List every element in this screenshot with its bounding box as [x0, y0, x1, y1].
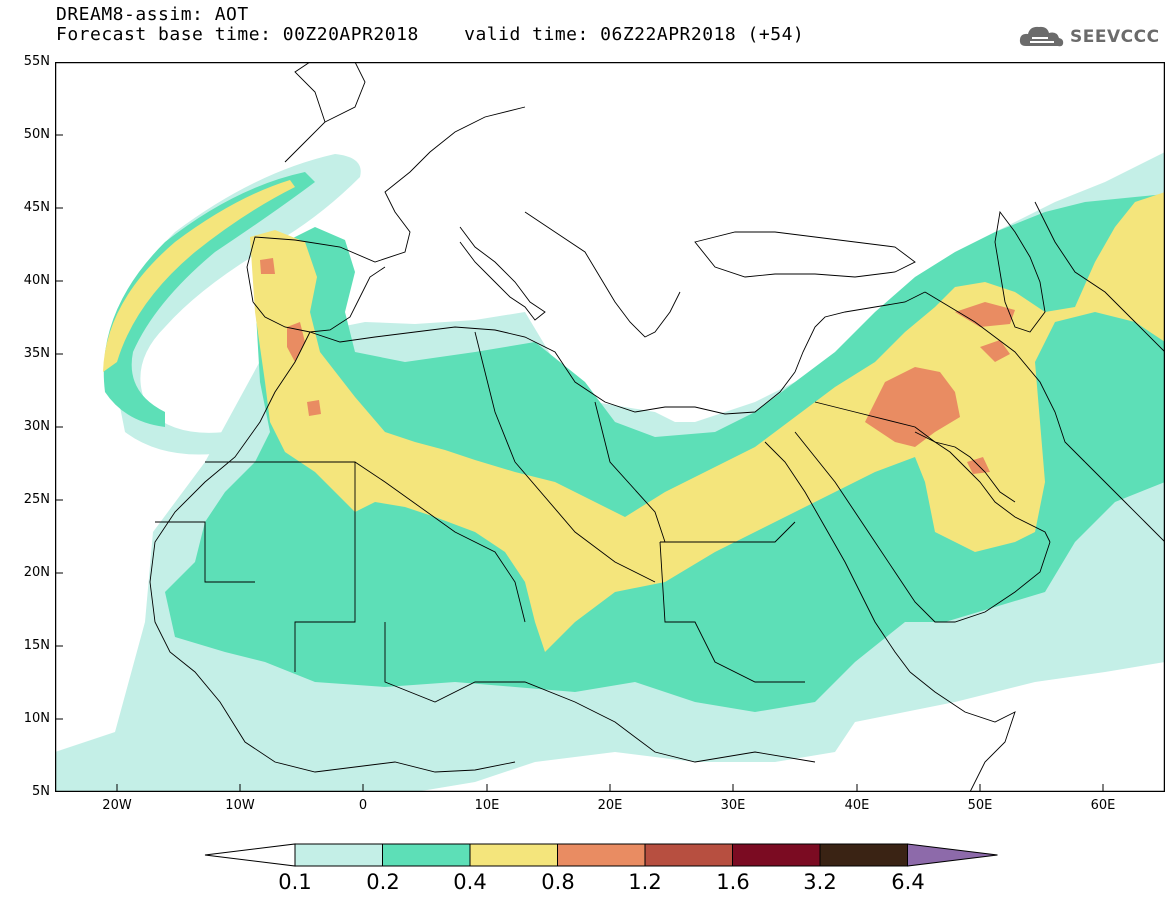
- lon-label: 50E: [967, 798, 993, 813]
- lat-label: 35N: [23, 346, 50, 361]
- colorbar-label: 1.6: [716, 870, 750, 894]
- cloud-icon: [1019, 26, 1064, 47]
- lon-label: 10E: [474, 798, 500, 813]
- colorbar-label: 0.1: [278, 870, 312, 894]
- lon-label: 0: [358, 798, 368, 813]
- lat-label: 15N: [23, 638, 50, 653]
- map-title: DREAM8-assim: AOT: [56, 4, 249, 25]
- lon-label: 10W: [225, 798, 255, 813]
- colorbar-label: 6.4: [891, 870, 925, 894]
- colorbar-segment: [382, 843, 471, 867]
- colorbar-segment: [294, 843, 383, 867]
- lon-label: 20W: [102, 798, 132, 813]
- lat-label: 45N: [23, 200, 50, 215]
- colorbar-label: 1.2: [628, 870, 662, 894]
- lon-label: 30E: [720, 798, 746, 813]
- lat-label: 50N: [23, 127, 50, 142]
- lat-label: 55N: [23, 54, 50, 69]
- colorbar-label: 0.2: [366, 870, 400, 894]
- colorbar-label: 3.2: [803, 870, 837, 894]
- aot-map: [55, 62, 1165, 792]
- lon-label: 60E: [1090, 798, 1116, 813]
- lon-label: 40E: [844, 798, 870, 813]
- country-borders: [149, 62, 1165, 792]
- lat-label: 30N: [23, 419, 50, 434]
- colorbar-segment: [644, 843, 733, 867]
- colorbar: [204, 843, 998, 867]
- seevccc-logo: SEEVCCC: [1018, 24, 1160, 50]
- colorbar-segment: [907, 843, 998, 867]
- graticule: [55, 134, 1104, 792]
- colorbar-segment: [204, 843, 296, 867]
- colorbar-segment: [732, 843, 821, 867]
- colorbar-segment: [469, 843, 558, 867]
- colorbar-label: 0.4: [453, 870, 487, 894]
- lat-label: 20N: [23, 565, 50, 580]
- colorbar-label: 0.8: [541, 870, 575, 894]
- lat-label: 25N: [23, 492, 50, 507]
- colorbar-segment: [819, 843, 908, 867]
- logo-text: SEEVCCC: [1070, 27, 1160, 47]
- colorbar-segment: [557, 843, 646, 867]
- aot-fill: [55, 152, 1165, 792]
- lat-label: 10N: [23, 711, 50, 726]
- lat-label: 5N: [32, 784, 50, 799]
- lon-label: 20E: [597, 798, 623, 813]
- forecast-time-subtitle: Forecast base time: 00Z20APR2018 valid t…: [56, 24, 805, 45]
- lat-label: 40N: [23, 273, 50, 288]
